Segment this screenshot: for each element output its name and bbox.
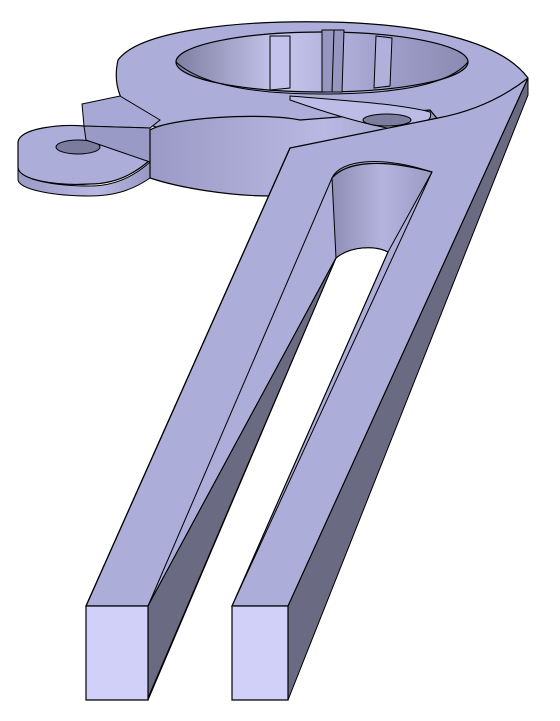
rib-hole [362, 113, 412, 127]
ear-hole [55, 139, 101, 155]
slot-top-edge [331, 162, 433, 179]
left-prong-end [85, 605, 149, 701]
right-prong-end [231, 605, 289, 701]
bore-lower-rim [175, 61, 469, 95]
bore-slit-right [373, 35, 393, 89]
fork-inner-edge [231, 171, 433, 607]
bore-slit-left [269, 35, 291, 91]
fork-slot-edge [147, 177, 333, 607]
fork-left-edge [85, 147, 291, 607]
raised-block-top [81, 95, 161, 129]
